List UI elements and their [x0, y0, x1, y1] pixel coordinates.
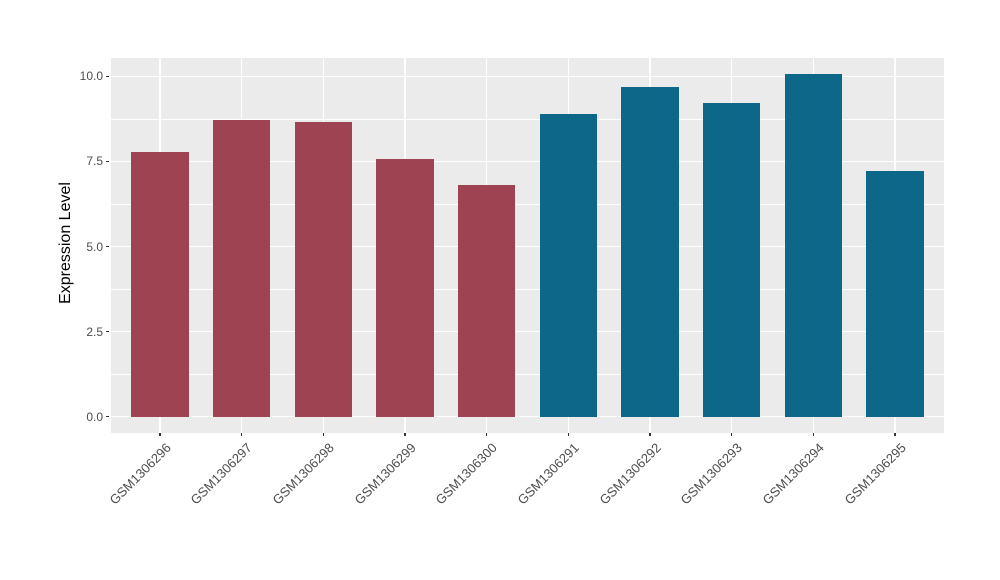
- x-tick-mark: [322, 433, 325, 436]
- y-tick-mark: [106, 330, 109, 333]
- x-tick-label-text: GSM1306295: [841, 440, 909, 508]
- bar-GSM1306291: [539, 114, 597, 417]
- bar-GSM1306293: [703, 102, 761, 417]
- y-tick-label: 5.0: [86, 239, 103, 254]
- x-tick-mark: [404, 433, 406, 436]
- major-gridline: [111, 245, 944, 248]
- minor-gridline: [111, 373, 944, 375]
- x-tick-label-text: GSM1306292: [596, 440, 664, 508]
- bar-GSM1306300: [458, 184, 516, 417]
- y-tick-label: 0.0: [86, 409, 103, 424]
- y-tick-label: 7.5: [86, 154, 103, 169]
- bar-GSM1306292: [621, 87, 679, 417]
- major-gridline: [111, 75, 944, 78]
- x-tick-mark: [730, 433, 733, 436]
- bar-GSM1306295: [866, 171, 924, 417]
- x-tick-label-text: GSM1306296: [106, 440, 174, 508]
- minor-gridline: [111, 118, 944, 120]
- plot-panel: [111, 58, 944, 433]
- x-tick-mark: [812, 433, 815, 436]
- y-tick-label: 2.5: [86, 324, 103, 339]
- x-tick-mark: [567, 433, 570, 436]
- y-tick-mark: [106, 415, 109, 418]
- x-tick-mark: [894, 433, 896, 436]
- bar-GSM1306297: [213, 120, 271, 417]
- x-tick-mark: [240, 433, 243, 436]
- x-tick-label-text: GSM1306297: [187, 440, 256, 508]
- minor-gridline: [111, 203, 944, 205]
- major-gridline: [111, 415, 944, 418]
- bar-GSM1306298: [294, 121, 352, 417]
- y-tick-mark: [106, 75, 109, 78]
- minor-gridline: [111, 288, 944, 290]
- x-tick-label-text: GSM1306298: [269, 440, 337, 508]
- x-tick-mark: [649, 433, 651, 436]
- y-axis-title: Expression Level: [57, 182, 74, 304]
- bar-GSM1306296: [131, 151, 189, 417]
- x-tick-mark: [159, 433, 161, 436]
- major-gridline: [111, 160, 944, 163]
- x-tick-mark: [485, 433, 488, 436]
- y-tick-mark: [106, 160, 109, 163]
- x-tick-label-text: GSM1306293: [677, 440, 746, 508]
- x-tick-label-text: GSM1306299: [351, 440, 419, 508]
- major-gridline: [111, 330, 944, 333]
- bar-GSM1306294: [784, 74, 842, 417]
- x-tick-label-text: GSM1306300: [432, 440, 501, 508]
- y-tick-mark: [106, 245, 109, 248]
- bar-GSM1306299: [376, 158, 434, 417]
- y-tick-label: 10.0: [79, 69, 103, 84]
- x-tick-label-text: GSM1306294: [759, 440, 827, 508]
- x-tick-label-text: GSM1306291: [514, 440, 582, 508]
